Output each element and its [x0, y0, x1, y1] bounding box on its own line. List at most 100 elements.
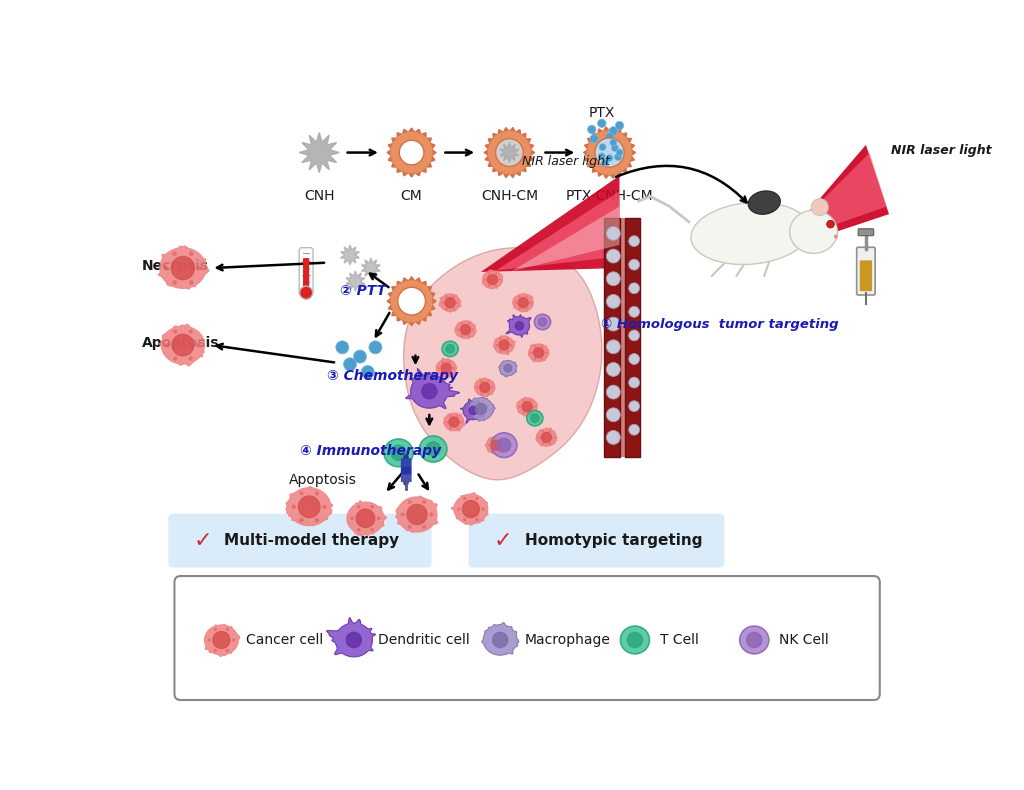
FancyBboxPatch shape [858, 229, 873, 235]
Circle shape [188, 329, 193, 333]
FancyBboxPatch shape [400, 474, 412, 482]
Circle shape [400, 513, 404, 517]
Circle shape [441, 361, 443, 363]
Circle shape [441, 363, 452, 373]
Circle shape [208, 638, 211, 641]
Circle shape [629, 401, 640, 412]
FancyBboxPatch shape [299, 247, 313, 295]
Text: Apoptosis: Apoptosis [289, 472, 356, 487]
Circle shape [371, 528, 374, 532]
Polygon shape [436, 359, 457, 378]
Circle shape [445, 295, 447, 298]
Circle shape [498, 438, 511, 452]
Circle shape [426, 442, 440, 456]
Circle shape [453, 308, 455, 310]
Circle shape [292, 505, 296, 509]
Circle shape [314, 518, 319, 522]
Circle shape [391, 446, 407, 461]
Circle shape [826, 220, 835, 228]
Circle shape [588, 131, 631, 175]
Circle shape [188, 356, 193, 361]
Circle shape [504, 364, 512, 372]
Circle shape [445, 298, 455, 307]
FancyBboxPatch shape [857, 247, 876, 295]
Polygon shape [468, 397, 496, 421]
Polygon shape [584, 126, 636, 179]
Circle shape [422, 525, 426, 529]
Text: NK Cell: NK Cell [779, 633, 828, 647]
Polygon shape [286, 487, 333, 525]
Circle shape [606, 249, 621, 263]
Circle shape [468, 322, 470, 325]
Circle shape [197, 343, 201, 348]
Circle shape [522, 412, 524, 414]
Circle shape [629, 330, 640, 340]
Text: Homotypic targeting: Homotypic targeting [524, 533, 702, 548]
Circle shape [475, 404, 486, 415]
Polygon shape [387, 128, 436, 177]
Circle shape [488, 132, 530, 174]
Circle shape [606, 340, 621, 354]
Circle shape [422, 384, 437, 399]
Circle shape [614, 154, 622, 160]
Circle shape [499, 438, 501, 440]
Circle shape [172, 280, 177, 284]
Circle shape [353, 350, 367, 363]
Circle shape [534, 405, 536, 408]
Circle shape [629, 283, 640, 294]
Circle shape [487, 275, 498, 284]
Circle shape [336, 340, 349, 354]
Circle shape [460, 421, 462, 423]
Circle shape [429, 513, 433, 517]
Ellipse shape [739, 626, 769, 654]
Circle shape [407, 505, 427, 525]
Text: CNH-CM: CNH-CM [481, 189, 538, 203]
Ellipse shape [420, 436, 446, 462]
Circle shape [480, 393, 482, 395]
Polygon shape [346, 271, 365, 292]
Circle shape [469, 406, 477, 415]
Polygon shape [452, 493, 488, 525]
Circle shape [629, 259, 640, 270]
Circle shape [507, 350, 509, 352]
Circle shape [629, 307, 640, 318]
Circle shape [377, 517, 381, 520]
Ellipse shape [526, 411, 543, 426]
FancyBboxPatch shape [400, 466, 412, 475]
Circle shape [542, 432, 551, 442]
Circle shape [542, 345, 544, 348]
Circle shape [616, 149, 623, 156]
Circle shape [549, 442, 551, 445]
Polygon shape [387, 276, 436, 325]
Circle shape [231, 638, 236, 641]
Circle shape [457, 507, 461, 511]
Circle shape [492, 440, 502, 450]
Circle shape [518, 298, 528, 307]
Circle shape [391, 280, 432, 322]
Circle shape [442, 302, 443, 303]
Circle shape [391, 132, 432, 173]
Circle shape [492, 450, 494, 453]
Circle shape [515, 302, 517, 303]
Polygon shape [494, 336, 515, 355]
Circle shape [468, 335, 470, 337]
Circle shape [346, 632, 361, 648]
FancyBboxPatch shape [174, 576, 880, 700]
Text: Dendritic cell: Dendritic cell [379, 633, 470, 647]
Circle shape [461, 335, 463, 337]
Text: T Cell: T Cell [659, 633, 698, 647]
Polygon shape [361, 258, 380, 278]
Circle shape [399, 141, 424, 165]
Circle shape [371, 505, 374, 509]
Circle shape [213, 631, 230, 649]
Circle shape [438, 367, 440, 369]
Circle shape [472, 329, 474, 331]
Circle shape [535, 358, 536, 360]
Circle shape [475, 497, 478, 500]
Circle shape [449, 361, 451, 363]
Circle shape [173, 356, 177, 361]
FancyBboxPatch shape [604, 218, 620, 457]
Polygon shape [205, 624, 240, 656]
Circle shape [481, 507, 484, 511]
Circle shape [495, 285, 497, 287]
